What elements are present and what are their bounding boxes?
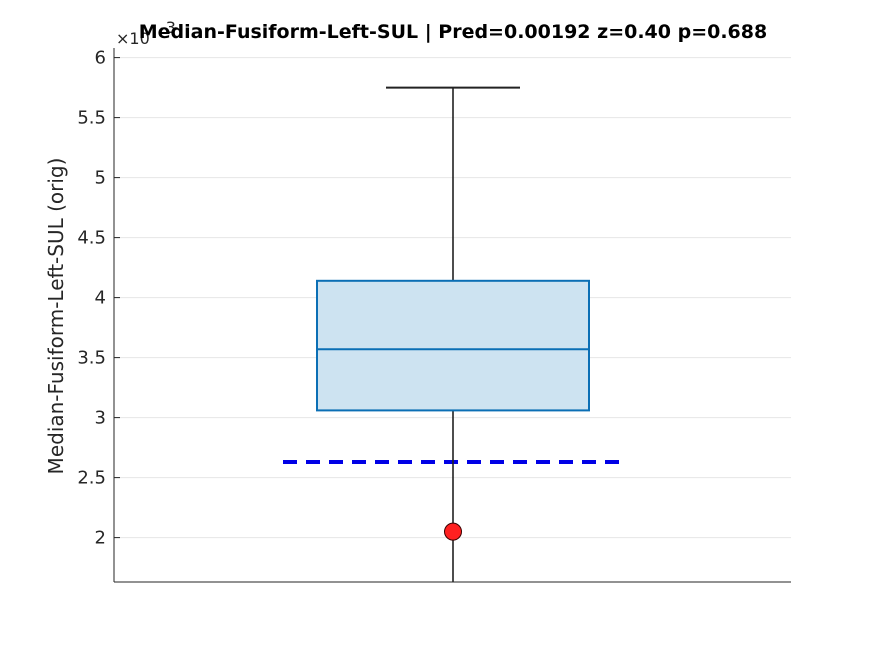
interquartile-box [316, 279, 590, 412]
y-tick-label: 4 [95, 288, 106, 309]
axes [113, 48, 791, 583]
y-tick-label: 4.5 [77, 228, 106, 249]
y-tick-labels: 2 2.5 3 3.5 4 4.5 5 5.5 6 [77, 48, 106, 549]
prediction-point-layer [444, 522, 462, 541]
y-scale-exponent: -3 [160, 18, 176, 37]
y-tick-label: 2 [95, 528, 106, 549]
y-tick-label: 2.5 [77, 468, 106, 489]
y-tick-label: 6 [95, 48, 106, 69]
y-tick-label: 3.5 [77, 348, 106, 369]
y-tick-label: 5.5 [77, 108, 106, 129]
prediction-point [444, 522, 462, 541]
box-layer [316, 86, 590, 582]
y-tick-label: 3 [95, 408, 106, 429]
y-tick-label: 5 [95, 168, 106, 189]
y-scale-multiplier: ×10 [116, 29, 150, 48]
y-axis-label: Median-Fusiform-Left-SUL (orig) [44, 158, 68, 475]
chart-title: Median-Fusiform-Left-SUL | Pred=0.00192 … [139, 21, 767, 43]
